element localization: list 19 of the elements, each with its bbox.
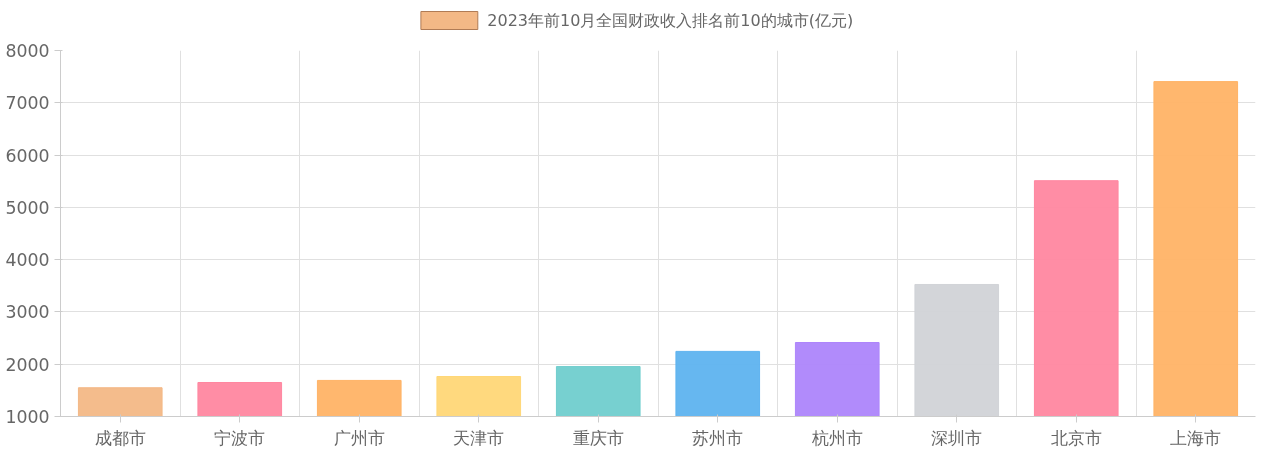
- y-tick-label: 7000: [5, 93, 50, 114]
- y-tick-label: 5000: [5, 197, 50, 218]
- y-tick-label: 8000: [5, 41, 50, 61]
- y-tick-label: 1000: [5, 407, 50, 427]
- x-tick-label: 宁波市: [214, 427, 266, 448]
- y-tick-label: 3000: [5, 302, 50, 323]
- x-tick-label: 广州市: [333, 427, 385, 448]
- y-tick-label: 6000: [5, 145, 50, 166]
- x-tick-label: 天津市: [453, 427, 505, 448]
- x-tick-label: 成都市: [94, 427, 146, 448]
- y-tick-label: 2000: [5, 354, 50, 375]
- x-tick-label: 上海市: [1170, 427, 1222, 448]
- x-tick-label: 苏州市: [692, 427, 744, 448]
- x-tick-label: 深圳市: [931, 427, 983, 448]
- x-tick-label: 北京市: [1050, 427, 1102, 448]
- legend-label: 2023年前10月全国财政收入排名前10的城市(亿元): [487, 11, 854, 30]
- x-tick-label: 重庆市: [572, 427, 624, 448]
- x-tick-label: 杭州市: [810, 427, 863, 448]
- y-tick-label: 4000: [5, 250, 50, 271]
